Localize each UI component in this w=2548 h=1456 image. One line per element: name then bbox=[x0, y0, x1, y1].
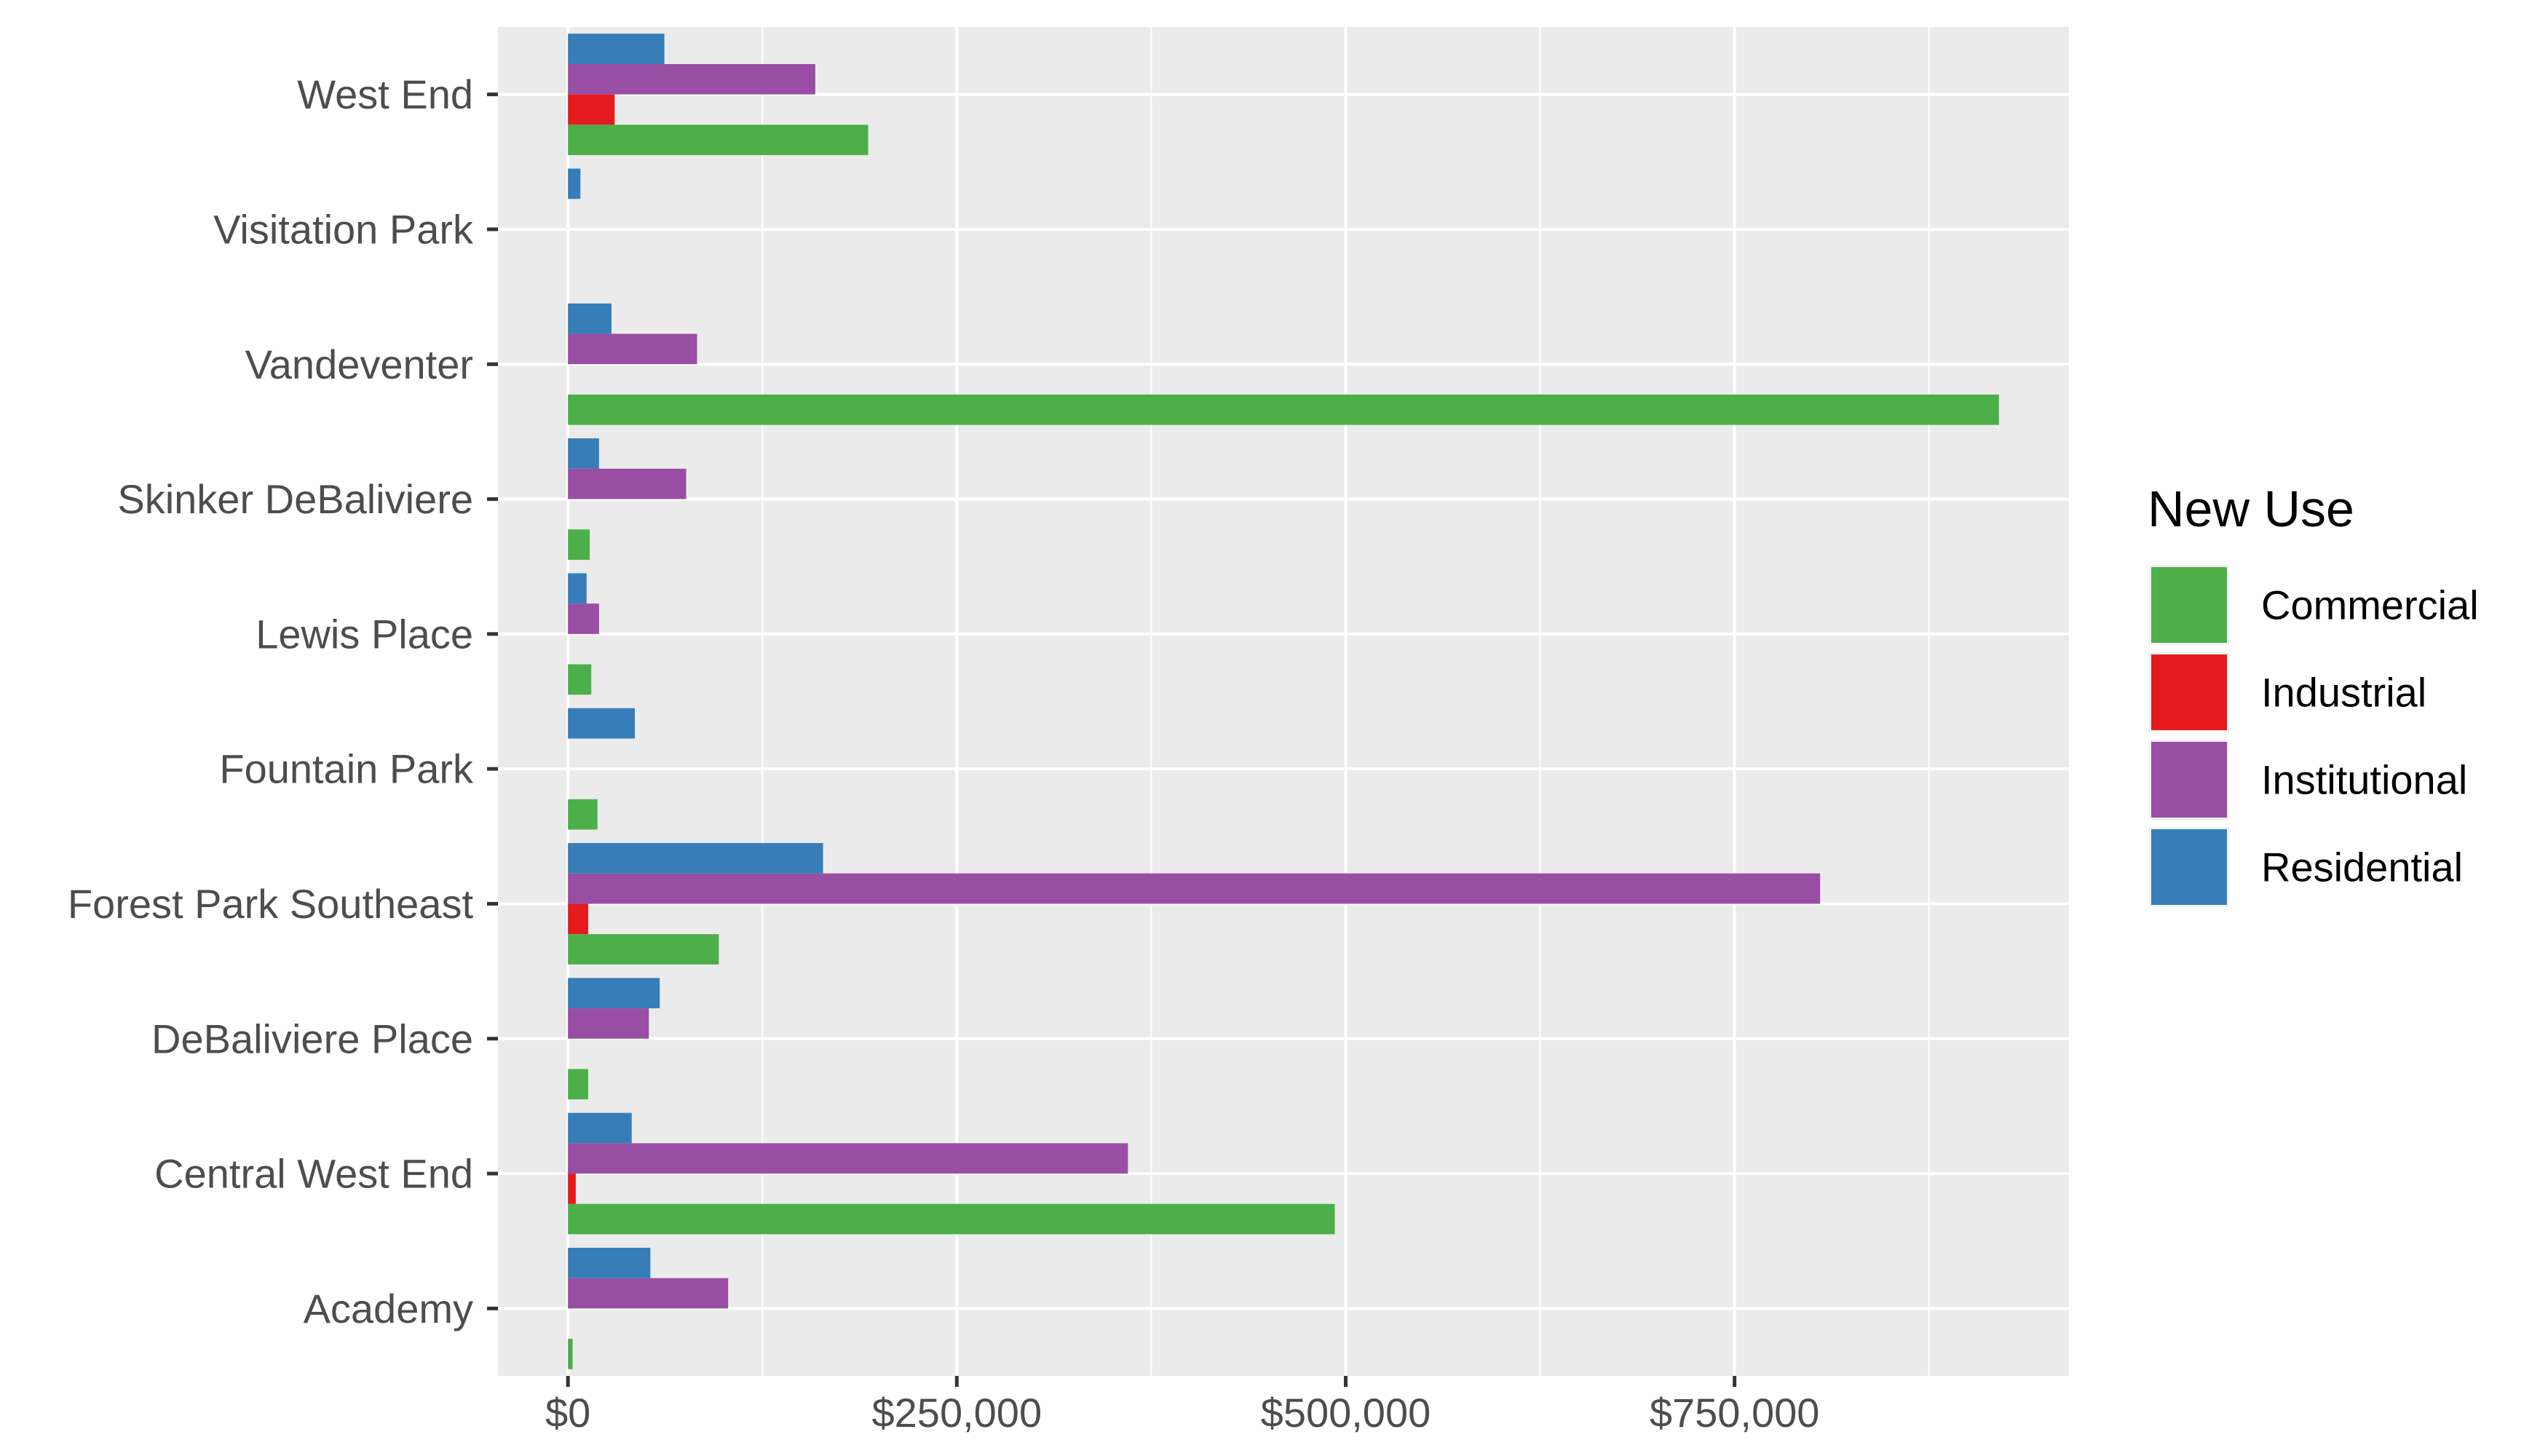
x-tick-label: $500,000 bbox=[1261, 1390, 1431, 1436]
legend: New Use Commercial Industrial Institutiona… bbox=[2148, 480, 2479, 907]
y-tick-label: Academy bbox=[304, 1286, 473, 1332]
bar-industrial bbox=[568, 94, 615, 125]
bar-residential bbox=[568, 303, 612, 334]
legend-swatch-commercial bbox=[2151, 567, 2227, 643]
bar-commercial bbox=[568, 1339, 573, 1369]
bar-institutional bbox=[568, 63, 815, 95]
y-tick-label: Central West End bbox=[154, 1151, 473, 1197]
x-tick-label: $250,000 bbox=[872, 1390, 1042, 1436]
legend-label: Industrial bbox=[2261, 670, 2426, 716]
y-tick-label: DeBaliviere Place bbox=[151, 1016, 473, 1061]
bar-commercial bbox=[568, 1069, 588, 1100]
bar-institutional bbox=[568, 333, 697, 365]
y-tick-label: Vandeventer bbox=[245, 341, 473, 387]
y-tick-label: Forest Park Southeast bbox=[68, 881, 474, 927]
bar-institutional bbox=[568, 604, 599, 634]
y-axis: West End Visitation Park Vandeventer Skinke… bbox=[68, 71, 498, 1332]
bar-institutional bbox=[568, 1008, 649, 1039]
bar-residential bbox=[568, 438, 599, 469]
bar-commercial bbox=[568, 124, 869, 156]
legend-items: Commercial Industrial Institutional Residen… bbox=[2149, 565, 2479, 907]
bar-residential bbox=[568, 168, 581, 199]
bar-residential bbox=[568, 978, 660, 1009]
bar-commercial bbox=[568, 1203, 1335, 1235]
legend-label: Commercial bbox=[2261, 582, 2479, 628]
y-tick-label: West End bbox=[297, 71, 473, 117]
bar-residential bbox=[568, 708, 636, 739]
bar-residential bbox=[568, 33, 665, 64]
x-tick-label: $750,000 bbox=[1650, 1390, 1820, 1436]
bar-commercial bbox=[568, 934, 719, 965]
bar-commercial bbox=[568, 664, 592, 695]
bar-commercial bbox=[568, 799, 598, 830]
legend-label: Institutional bbox=[2261, 757, 2467, 803]
bar-commercial bbox=[568, 529, 590, 560]
bar-institutional bbox=[568, 1143, 1128, 1174]
bar-residential bbox=[568, 573, 587, 604]
bar-industrial bbox=[568, 903, 588, 935]
bar-institutional bbox=[568, 468, 687, 499]
bars bbox=[568, 33, 1999, 1369]
legend-swatch-residential bbox=[2151, 829, 2227, 905]
x-tick-label: $0 bbox=[545, 1390, 590, 1436]
bar-residential bbox=[568, 1112, 632, 1144]
legend-swatch-institutional bbox=[2151, 742, 2227, 818]
bar-commercial bbox=[568, 394, 1999, 425]
y-tick-label: Visitation Park bbox=[213, 206, 474, 252]
legend-swatch-industrial bbox=[2151, 654, 2227, 730]
bar-residential bbox=[568, 1247, 651, 1278]
legend-title: New Use bbox=[2148, 480, 2354, 537]
y-tick-label: Lewis Place bbox=[256, 611, 473, 657]
bar-industrial bbox=[568, 1174, 576, 1204]
y-tick-label: Skinker DeBaliviere bbox=[117, 476, 473, 522]
x-axis: $0 $250,000 $500,000 $750,000 bbox=[545, 1376, 1819, 1436]
bar-institutional bbox=[568, 1278, 729, 1309]
bar-institutional bbox=[568, 873, 1821, 904]
legend-label: Residential bbox=[2261, 844, 2463, 890]
y-tick-label: Fountain Park bbox=[219, 746, 474, 792]
bar-residential bbox=[568, 843, 823, 874]
